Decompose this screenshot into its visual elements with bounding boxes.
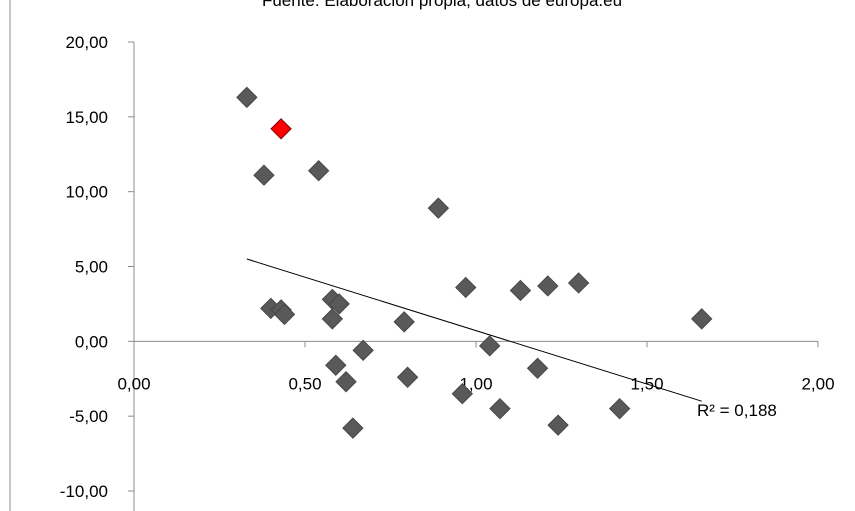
y-tick-label: 0,00 [75,332,108,351]
tick-labels: 20,00 15,00 10,00 5,00 0,00 -5,00 -10,00 0,00 0,… [60,33,835,501]
trendline-group [246,258,702,402]
trendline [246,258,702,402]
data-point [342,417,364,439]
data-point [691,308,713,330]
x-tick-label: 0,00 [117,374,150,393]
data-point [307,160,330,182]
y-tick-label: -5,00 [69,407,108,426]
y-tick-label: 5,00 [75,258,108,277]
data-point [427,197,450,219]
data-point [393,311,415,333]
data-point [396,366,419,388]
data-points [236,86,713,439]
data-point [335,371,357,393]
data-point [352,339,374,362]
data-point [273,303,296,326]
y-tick-label: 20,00 [65,33,108,52]
chart-title: Fuente: Elaboración propia, datos de eur… [262,0,622,10]
data-point [455,276,477,299]
data-point [509,279,532,302]
axes [9,0,819,511]
data-point [489,397,511,420]
data-point [547,414,569,436]
x-tick-label: 0,50 [288,374,321,393]
data-point [608,397,631,420]
r-squared-annotation: R² = 0,188 [697,401,777,420]
data-point [321,308,344,330]
y-tick-label: 15,00 [65,108,108,127]
data-point [526,357,549,379]
data-point [253,164,275,186]
x-tick-label: 2,00 [801,374,834,393]
data-point [451,383,474,405]
data-point [567,272,590,294]
data-point [478,335,501,357]
data-point [270,118,292,140]
y-tick-label: 10,00 [65,183,108,202]
y-tick-label: -10,00 [60,482,108,501]
data-point [537,275,559,297]
data-point [328,293,350,315]
data-point [325,354,347,376]
data-point [236,86,258,109]
